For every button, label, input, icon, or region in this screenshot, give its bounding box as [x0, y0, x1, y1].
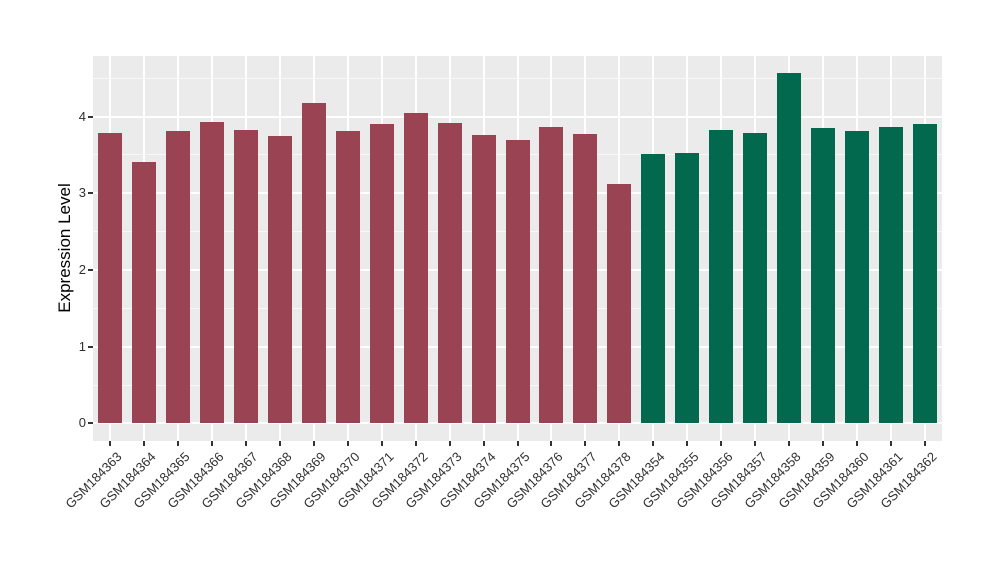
bar	[845, 131, 870, 424]
bar	[913, 124, 938, 424]
bar	[97, 133, 122, 424]
bar	[267, 135, 292, 424]
x-tick-mark	[176, 441, 179, 446]
bar	[539, 127, 564, 424]
y-tick-mark	[88, 345, 93, 348]
bar	[743, 133, 768, 424]
x-tick-mark	[618, 441, 621, 446]
bar	[233, 130, 258, 424]
bar	[437, 123, 462, 424]
bar	[505, 140, 530, 424]
y-axis-title: Expression Level	[55, 183, 74, 313]
x-tick-mark	[822, 441, 825, 446]
x-tick-mark	[584, 441, 587, 446]
x-tick-mark	[380, 441, 383, 446]
bar	[335, 131, 360, 424]
x-tick-mark	[652, 441, 655, 446]
y-tick-label: 0	[78, 415, 86, 431]
x-tick-mark	[278, 441, 281, 446]
x-tick-mark	[550, 441, 553, 446]
y-tick-label: 4	[78, 108, 86, 124]
x-tick-mark	[924, 441, 927, 446]
y-tick-mark	[88, 192, 93, 195]
bar	[369, 124, 394, 424]
bar	[301, 102, 326, 424]
plot-panel	[93, 56, 942, 441]
x-tick-mark	[108, 441, 111, 446]
bar	[641, 154, 666, 424]
x-tick-mark	[346, 441, 349, 446]
x-tick-mark	[754, 441, 757, 446]
x-tick-mark	[516, 441, 519, 446]
x-tick-mark	[856, 441, 859, 446]
x-tick-mark	[448, 441, 451, 446]
x-tick-mark	[210, 441, 213, 446]
y-tick-label: 3	[78, 185, 86, 201]
bar	[811, 128, 836, 424]
x-tick-mark	[142, 441, 145, 446]
bar	[403, 112, 428, 424]
x-tick-mark	[482, 441, 485, 446]
x-tick-mark	[788, 441, 791, 446]
bar	[879, 126, 904, 424]
bar	[471, 134, 496, 424]
bar	[165, 131, 190, 424]
y-tick-label: 1	[78, 338, 86, 354]
bar	[573, 134, 598, 424]
bar	[675, 152, 700, 424]
bar	[777, 72, 802, 424]
bar	[709, 129, 734, 424]
y-tick-mark	[88, 422, 93, 425]
bar	[131, 161, 156, 424]
bar	[607, 184, 632, 424]
x-tick-mark	[244, 441, 247, 446]
y-tick-mark	[88, 115, 93, 118]
x-tick-mark	[720, 441, 723, 446]
x-tick-mark	[890, 441, 893, 446]
x-tick-mark	[312, 441, 315, 446]
x-tick-mark	[414, 441, 417, 446]
y-tick-label: 2	[78, 261, 86, 277]
bar	[199, 121, 224, 424]
y-tick-mark	[88, 268, 93, 271]
x-tick-mark	[686, 441, 689, 446]
